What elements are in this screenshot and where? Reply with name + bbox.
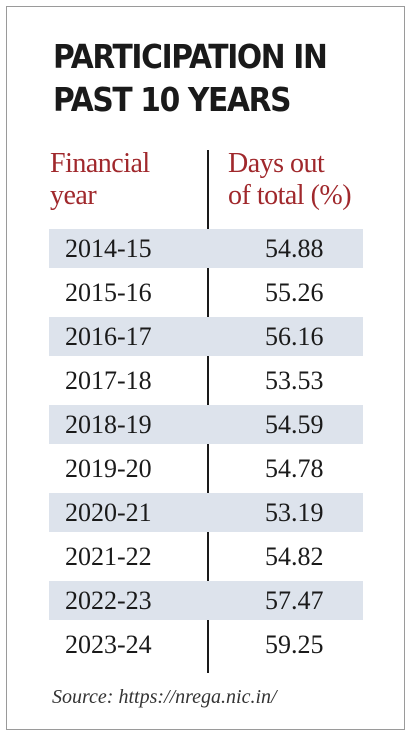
table-row: 2015-16 55.26 xyxy=(49,273,363,312)
year-cell: 2014-15 xyxy=(65,234,152,263)
table-row: 2016-17 56.16 xyxy=(49,317,363,356)
value-cell: 59.25 xyxy=(265,630,324,659)
value-cell: 55.26 xyxy=(265,278,324,307)
year-cell: 2022-23 xyxy=(65,586,152,615)
title-line-2: PAST 10 YEARS xyxy=(53,80,292,119)
value-cell: 54.59 xyxy=(265,410,324,439)
year-cell: 2020-21 xyxy=(65,498,152,527)
year-cell: 2018-19 xyxy=(65,410,152,439)
table-body: 2014-15 54.88 2015-16 55.26 2016-17 56.16 2017… xyxy=(49,229,363,669)
header-days-line-1: Days out xyxy=(228,148,325,179)
year-cell: 2019-20 xyxy=(65,454,152,483)
table-row: 2022-23 57.47 xyxy=(49,581,363,620)
value-cell: 53.53 xyxy=(265,366,324,395)
year-cell: 2023-24 xyxy=(65,630,152,659)
table-row: 2018-19 54.59 xyxy=(49,405,363,444)
value-cell: 53.19 xyxy=(265,498,324,527)
year-cell: 2016-17 xyxy=(65,322,152,351)
value-cell: 54.88 xyxy=(265,234,324,263)
source-note: Source: https://nrega.nic.in/ xyxy=(52,686,277,708)
title-line-1: PARTICIPATION IN xyxy=(53,37,328,76)
year-cell: 2017-18 xyxy=(65,366,152,395)
table-row: 2021-22 54.82 xyxy=(49,537,363,576)
value-cell: 54.78 xyxy=(265,454,324,483)
header-year-line-1: Financial xyxy=(50,148,150,179)
year-cell: 2021-22 xyxy=(65,542,152,571)
value-cell: 54.82 xyxy=(265,542,324,571)
header-days-line-2: of total (%) xyxy=(228,180,352,211)
table-row: 2020-21 53.19 xyxy=(49,493,363,532)
table-row: 2019-20 54.78 xyxy=(49,449,363,488)
table-row: 2014-15 54.88 xyxy=(49,229,363,268)
header-year-line-2: year xyxy=(50,180,97,211)
column-header-year: Financial year xyxy=(50,148,150,212)
column-header-days: Days out of total (%) xyxy=(228,148,352,212)
table-row: 2023-24 59.25 xyxy=(49,625,363,664)
chart-title: PARTICIPATION IN PAST 10 YEARS xyxy=(53,35,350,121)
value-cell: 56.16 xyxy=(265,322,324,351)
year-cell: 2015-16 xyxy=(65,278,152,307)
table-row: 2017-18 53.53 xyxy=(49,361,363,400)
value-cell: 57.47 xyxy=(265,586,324,615)
